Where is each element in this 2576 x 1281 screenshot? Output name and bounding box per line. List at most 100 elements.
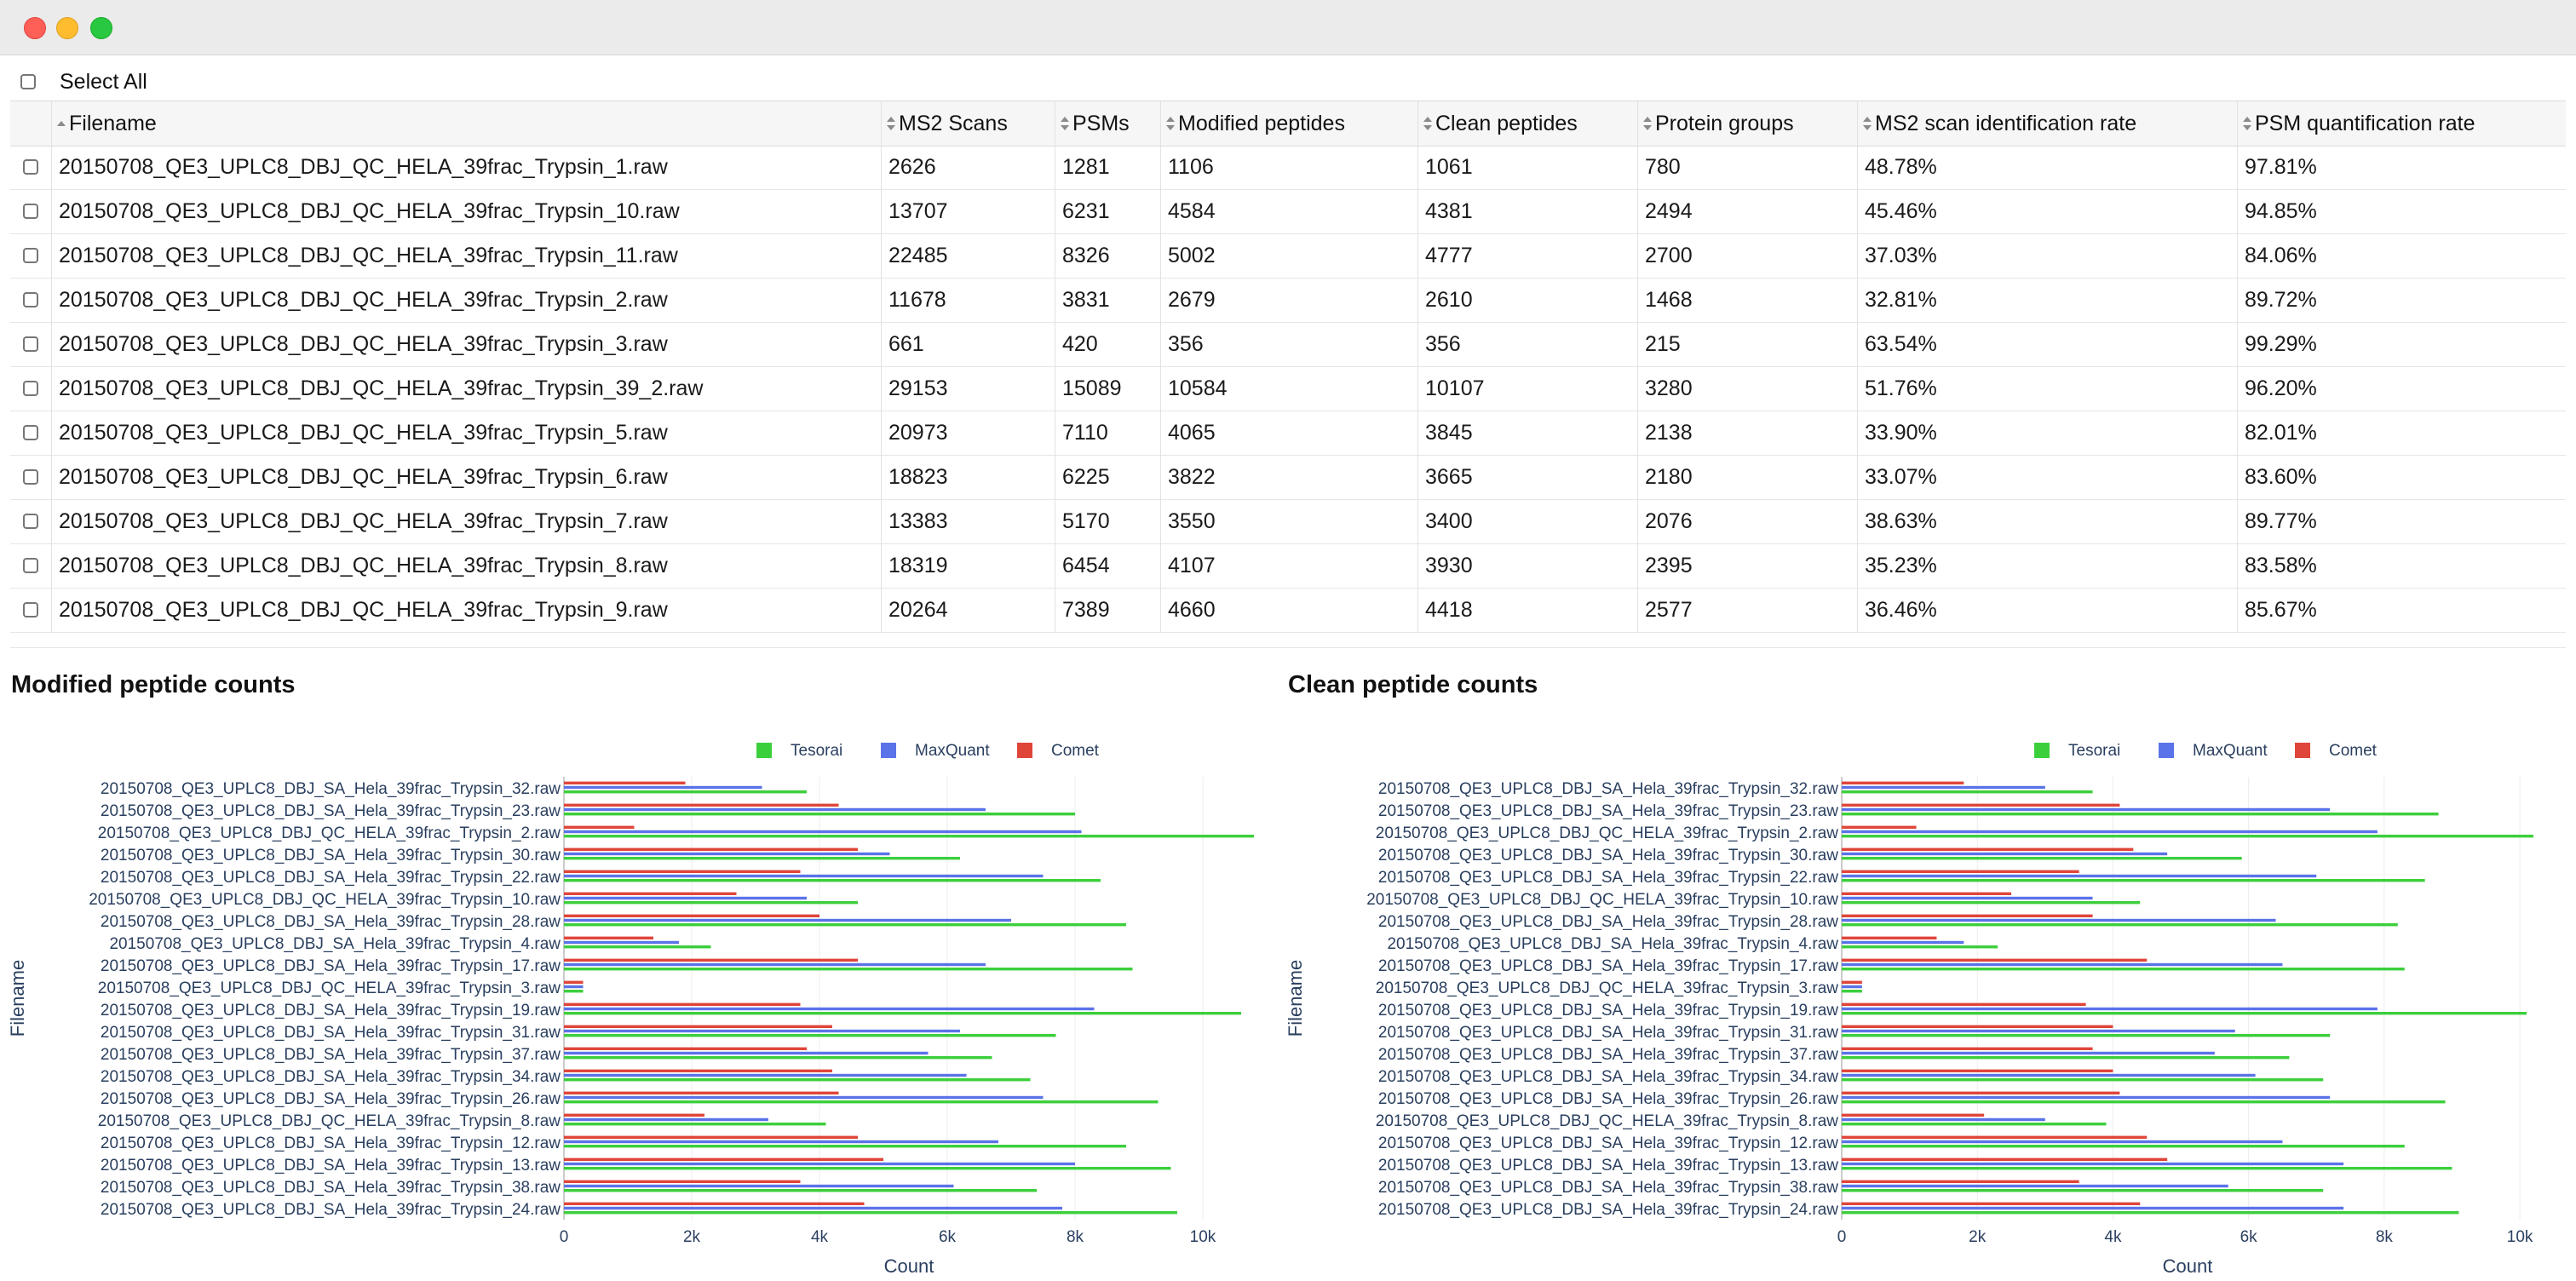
bar-maxquant xyxy=(564,985,584,989)
row-checkbox[interactable] xyxy=(23,292,38,307)
row-checkbox[interactable] xyxy=(23,425,38,440)
cell-psm-quantification-rate: 82.01% xyxy=(2237,411,2566,455)
row-checkbox[interactable] xyxy=(23,336,38,352)
row-checkbox[interactable] xyxy=(23,248,38,263)
bar-tesorai xyxy=(1842,1034,2331,1037)
sort-icon xyxy=(1061,115,1069,132)
bar-comet xyxy=(564,892,737,895)
row-checkbox[interactable] xyxy=(23,602,38,618)
row-checkbox[interactable] xyxy=(23,558,38,573)
cell-clean-peptides: 3400 xyxy=(1417,499,1637,543)
cell-filename: 20150708_QE3_UPLC8_DBJ_QC_HELA_39frac_Tr… xyxy=(51,543,881,588)
bar-comet xyxy=(1842,980,1862,984)
bar-maxquant xyxy=(564,1206,1062,1210)
sort-icon xyxy=(2243,115,2251,132)
close-window-icon[interactable] xyxy=(24,17,46,39)
bar-tesorai xyxy=(1842,1100,2446,1104)
sort-icon xyxy=(57,119,66,128)
cell-filename: 20150708_QE3_UPLC8_DBJ_QC_HELA_39frac_Tr… xyxy=(51,588,881,632)
bar-tesorai xyxy=(564,790,807,794)
column-header-protein-groups[interactable]: Protein groups xyxy=(1637,101,1857,146)
cell-psms: 6231 xyxy=(1055,189,1160,233)
bar-comet xyxy=(1842,936,1937,939)
column-header-psms[interactable]: PSMs xyxy=(1055,101,1160,146)
bar-tesorai xyxy=(1842,901,2141,905)
row-checkbox[interactable] xyxy=(23,204,38,219)
row-checkbox[interactable] xyxy=(23,381,38,396)
bar-maxquant xyxy=(1842,1095,2331,1100)
legend-swatch-maxquant xyxy=(881,743,896,758)
sort-icon xyxy=(1166,115,1175,132)
select-all-control[interactable]: Select All xyxy=(20,68,147,95)
cell-modified-peptides: 4660 xyxy=(1160,588,1417,632)
bar-maxquant xyxy=(1842,1162,2344,1166)
row-checkbox[interactable] xyxy=(23,469,38,485)
table-row[interactable]: 20150708_QE3_UPLC8_DBJ_QC_HELA_39frac_Tr… xyxy=(10,189,2566,234)
row-checkbox-cell xyxy=(10,322,51,366)
cell-protein-groups: 2577 xyxy=(1637,588,1857,632)
cell-psms: 7389 xyxy=(1055,588,1160,632)
y-tick-label: 20150708_QE3_UPLC8_DBJ_SA_Hela_39frac_Tr… xyxy=(101,802,561,820)
column-header-clean-peptides[interactable]: Clean peptides xyxy=(1417,101,1637,146)
y-tick-label: 20150708_QE3_UPLC8_DBJ_QC_HELA_39frac_Tr… xyxy=(98,979,561,997)
y-tick-label: 20150708_QE3_UPLC8_DBJ_SA_Hela_39frac_Tr… xyxy=(1378,802,1838,820)
bar-comet xyxy=(564,958,858,962)
column-header-psm-quantification-rate[interactable]: PSM quantification rate xyxy=(2237,101,2566,146)
bar-tesorai xyxy=(1842,1211,2459,1215)
bar-comet xyxy=(564,936,653,939)
column-header-modified-peptides[interactable]: Modified peptides xyxy=(1160,101,1417,146)
bar-comet xyxy=(564,1113,704,1117)
cell-protein-groups: 2700 xyxy=(1637,233,1857,278)
table-row[interactable]: 20150708_QE3_UPLC8_DBJ_QC_HELA_39frac_Tr… xyxy=(10,588,2566,633)
modified-peptide-chart-title: Modified peptide counts xyxy=(11,671,296,698)
cell-clean-peptides: 1061 xyxy=(1417,145,1637,189)
cell-modified-peptides: 3550 xyxy=(1160,499,1417,543)
table-row[interactable]: 20150708_QE3_UPLC8_DBJ_QC_HELA_39frac_Tr… xyxy=(10,455,2566,500)
cell-psm-quantification-rate: 83.60% xyxy=(2237,455,2566,499)
column-header-filename[interactable]: Filename xyxy=(51,101,881,146)
table-row[interactable]: 20150708_QE3_UPLC8_DBJ_QC_HELA_39frac_Tr… xyxy=(10,499,2566,544)
zoom-window-icon[interactable] xyxy=(90,17,112,39)
table-row[interactable]: 20150708_QE3_UPLC8_DBJ_QC_HELA_39frac_Tr… xyxy=(10,366,2566,411)
cell-ms2-identification-rate: 33.90% xyxy=(1857,411,2237,455)
table-row[interactable]: 20150708_QE3_UPLC8_DBJ_QC_HELA_39frac_Tr… xyxy=(10,145,2566,190)
row-checkbox-cell xyxy=(10,233,51,278)
column-header-ms2-identification-rate[interactable]: MS2 scan identification rate xyxy=(1857,101,2237,146)
bar-maxquant xyxy=(564,807,986,812)
y-tick-label: 20150708_QE3_UPLC8_DBJ_SA_Hela_39frac_Tr… xyxy=(101,1157,561,1175)
row-checkbox[interactable] xyxy=(23,514,38,529)
y-tick-label: 20150708_QE3_UPLC8_DBJ_QC_HELA_39frac_Tr… xyxy=(1376,824,1838,842)
cell-ms2-identification-rate: 37.03% xyxy=(1857,233,2237,278)
table-row[interactable]: 20150708_QE3_UPLC8_DBJ_QC_HELA_39frac_Tr… xyxy=(10,322,2566,367)
cell-filename: 20150708_QE3_UPLC8_DBJ_QC_HELA_39frac_Tr… xyxy=(51,189,881,233)
table-row[interactable]: 20150708_QE3_UPLC8_DBJ_QC_HELA_39frac_Tr… xyxy=(10,278,2566,323)
bar-comet xyxy=(564,1091,839,1094)
y-tick-label: 20150708_QE3_UPLC8_DBJ_SA_Hela_39frac_Tr… xyxy=(101,1024,561,1042)
row-checkbox-cell xyxy=(10,455,51,499)
select-all-checkbox[interactable] xyxy=(20,74,36,89)
column-header-ms2-scans[interactable]: MS2 Scans xyxy=(881,101,1055,146)
cell-protein-groups: 2180 xyxy=(1637,455,1857,499)
minimize-window-icon[interactable] xyxy=(56,17,78,39)
y-tick-label: 20150708_QE3_UPLC8_DBJ_SA_Hela_39frac_Tr… xyxy=(101,869,561,887)
y-tick-label: 20150708_QE3_UPLC8_DBJ_QC_HELA_39frac_Tr… xyxy=(1376,1112,1838,1130)
bar-tesorai xyxy=(1842,1145,2405,1148)
y-tick-label: 20150708_QE3_UPLC8_DBJ_SA_Hela_39frac_Tr… xyxy=(1378,1024,1838,1042)
bar-comet xyxy=(1842,1025,2113,1028)
table-row[interactable]: 20150708_QE3_UPLC8_DBJ_QC_HELA_39frac_Tr… xyxy=(10,411,2566,456)
y-tick-label: 20150708_QE3_UPLC8_DBJ_SA_Hela_39frac_Tr… xyxy=(101,957,561,975)
y-tick-label: 20150708_QE3_UPLC8_DBJ_SA_Hela_39frac_Tr… xyxy=(1378,1090,1838,1108)
table-row[interactable]: 20150708_QE3_UPLC8_DBJ_QC_HELA_39frac_Tr… xyxy=(10,233,2566,279)
cell-filename: 20150708_QE3_UPLC8_DBJ_QC_HELA_39frac_Tr… xyxy=(51,278,881,322)
bar-tesorai xyxy=(564,879,1101,882)
cell-ms2-scans: 661 xyxy=(881,322,1055,366)
column-header-label: MS2 scan identification rate xyxy=(1875,111,2137,135)
row-checkbox-cell xyxy=(10,499,51,543)
bar-tesorai xyxy=(564,1211,1177,1215)
clean-peptide-chart-title: Clean peptide counts xyxy=(1288,671,1538,698)
cell-ms2-scans: 20973 xyxy=(881,411,1055,455)
row-checkbox[interactable] xyxy=(23,159,38,175)
bar-tesorai xyxy=(1842,945,1998,949)
table-row[interactable]: 20150708_QE3_UPLC8_DBJ_QC_HELA_39frac_Tr… xyxy=(10,543,2566,589)
cell-protein-groups: 1468 xyxy=(1637,278,1857,322)
